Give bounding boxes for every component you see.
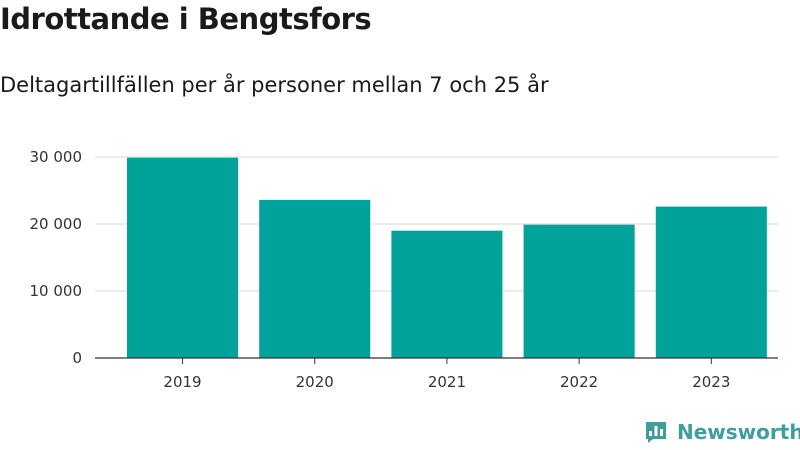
bar (391, 230, 503, 358)
brand-name: Newsworthy (677, 420, 800, 444)
x-tick-label: 2023 (692, 373, 730, 391)
x-tick-label: 2020 (296, 373, 334, 391)
brand-logo: Newsworthy (644, 420, 800, 444)
y-tick-label: 20 000 (30, 215, 83, 233)
y-tick-label: 30 000 (30, 148, 83, 166)
y-tick-label: 0 (72, 349, 82, 367)
chart-title: Idrottande i Bengtsfors (0, 2, 372, 36)
chart-subtitle: Deltagartillfällen per år personer mella… (0, 73, 549, 97)
y-tick-label: 10 000 (30, 282, 83, 300)
x-tick-label: 2019 (163, 373, 201, 391)
bar (127, 157, 239, 358)
newsworthy-logo-icon (646, 422, 666, 443)
x-tick-label: 2022 (560, 373, 598, 391)
bar (655, 206, 767, 358)
bar (259, 199, 371, 358)
bar (523, 224, 635, 358)
x-tick-label: 2021 (428, 373, 466, 391)
